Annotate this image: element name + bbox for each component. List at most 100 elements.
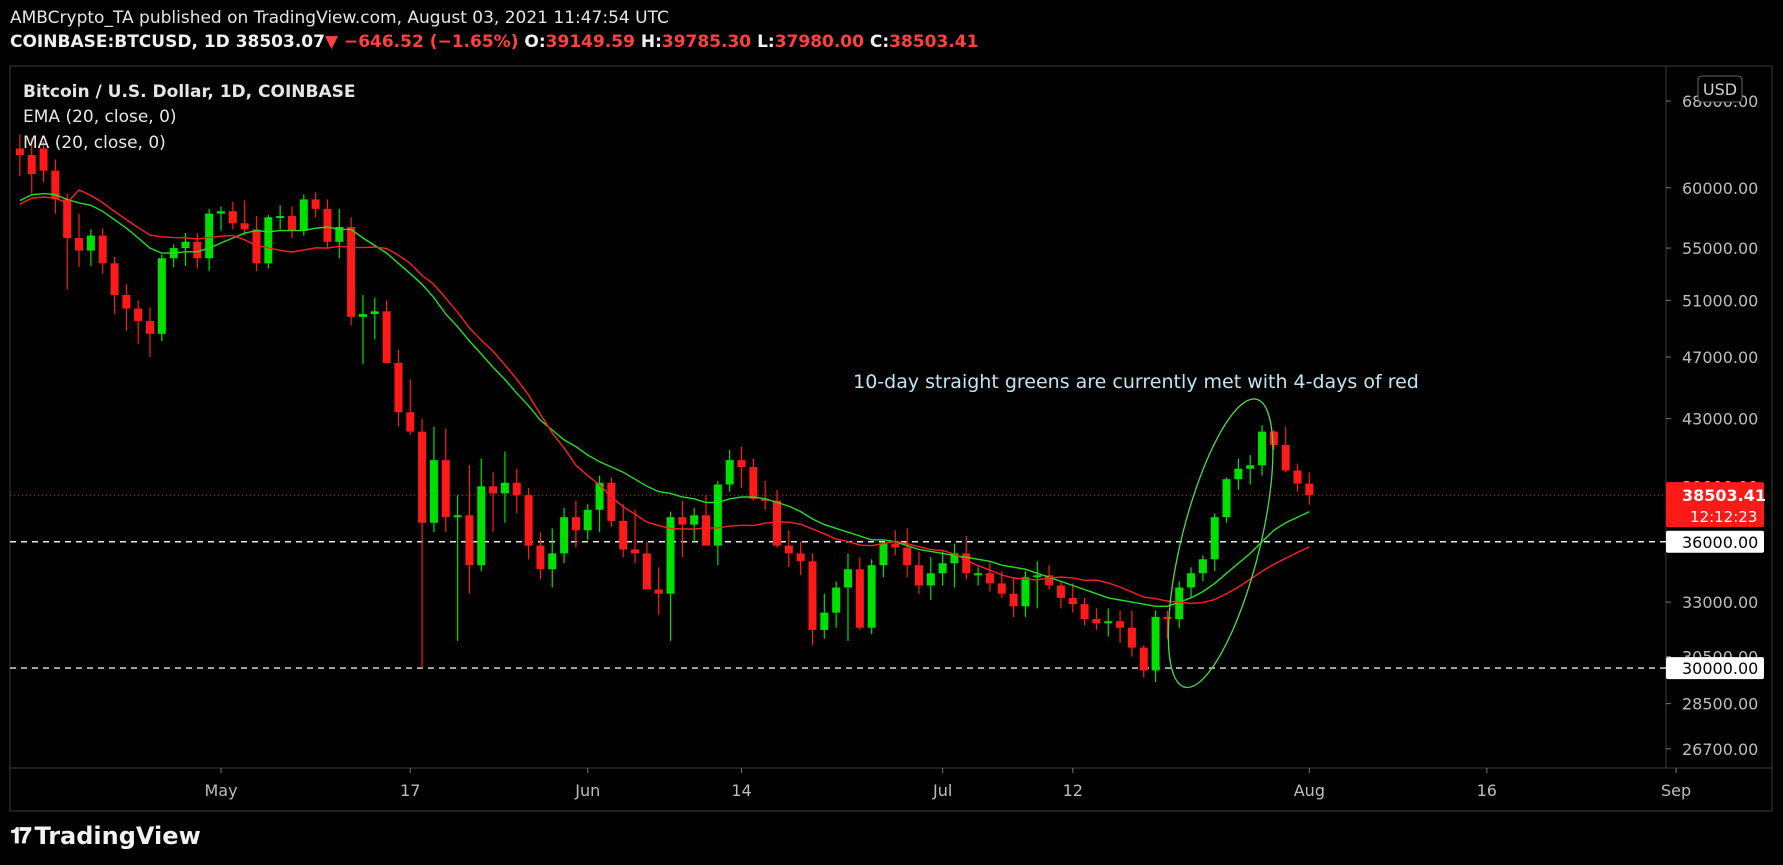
symbol[interactable]: COINBASE:BTCUSD, 1D bbox=[10, 32, 230, 52]
candle-body bbox=[784, 545, 793, 554]
high-value: 39785.30 bbox=[661, 32, 752, 52]
candle-body bbox=[15, 148, 24, 156]
candle-body bbox=[631, 549, 640, 554]
tradingview-logo[interactable]: 𝟏𝟕 TradingView bbox=[10, 822, 201, 850]
candle-body bbox=[571, 517, 580, 531]
candle-body bbox=[926, 573, 935, 586]
candle-body bbox=[134, 308, 143, 322]
x-tick-label: Sep bbox=[1661, 781, 1691, 800]
candle-body bbox=[654, 589, 663, 594]
candle-body bbox=[335, 226, 344, 242]
candle-body bbox=[240, 223, 249, 230]
candle-body bbox=[595, 482, 604, 510]
legend-title: Bitcoin / U.S. Dollar, 1D, COINBASE bbox=[23, 82, 355, 102]
legend-ema[interactable]: EMA (20, close, 0) bbox=[23, 107, 177, 127]
annotation-text: 10-day straight greens are currently met… bbox=[853, 371, 1419, 393]
y-tick-label: 28500.00 bbox=[1682, 695, 1758, 714]
candle-body bbox=[1151, 616, 1160, 671]
publish-info: AMBCrypto_TA published on TradingView.co… bbox=[10, 8, 669, 28]
candle-body bbox=[217, 211, 225, 214]
candle-body bbox=[500, 482, 509, 494]
candle-body bbox=[1281, 444, 1290, 471]
time-axis[interactable]: May 17 Jun 14 Jul 12 Aug 16 Sep bbox=[204, 768, 1691, 800]
candle-body bbox=[1210, 517, 1219, 560]
candle-body bbox=[370, 311, 379, 315]
low-value: 37980.00 bbox=[774, 32, 864, 52]
candle-body bbox=[808, 561, 817, 630]
candle-body bbox=[1045, 575, 1054, 586]
x-tick-label: 17 bbox=[400, 781, 420, 800]
candle-body bbox=[619, 520, 628, 550]
candle-body bbox=[1258, 431, 1267, 466]
chart-legend: Bitcoin / U.S. Dollar, 1D, COINBASE EMA … bbox=[23, 82, 355, 153]
annotations: 10-day straight greens are currently met… bbox=[853, 371, 1419, 689]
x-tick-label: 14 bbox=[731, 781, 751, 800]
y-tick-label: 43000.00 bbox=[1682, 410, 1758, 429]
candle-body bbox=[264, 217, 273, 264]
down-arrow-icon: ▼ bbox=[324, 32, 339, 52]
candle-body bbox=[1187, 573, 1196, 588]
currency-badge bbox=[1697, 75, 1743, 103]
candle-body bbox=[713, 484, 722, 546]
x-tick-label: Jul bbox=[932, 781, 952, 800]
high-label: H: bbox=[640, 32, 662, 52]
candle-body bbox=[489, 486, 498, 494]
x-tick-label: Aug bbox=[1294, 781, 1325, 800]
level-label-box bbox=[1666, 530, 1764, 553]
candle-body bbox=[891, 543, 900, 548]
x-tick-label: 12 bbox=[1063, 781, 1083, 800]
candle-body bbox=[1056, 585, 1065, 598]
candle-body bbox=[86, 235, 95, 251]
candle-body bbox=[1163, 616, 1172, 620]
candle-body bbox=[453, 515, 462, 518]
candle-body bbox=[524, 495, 533, 546]
legend-ma[interactable]: MA (20, close, 0) bbox=[23, 133, 166, 153]
candle-body bbox=[879, 543, 888, 566]
candle-body bbox=[75, 238, 84, 251]
candle-body bbox=[63, 199, 72, 239]
candle-body bbox=[796, 553, 805, 562]
candle-body bbox=[27, 155, 36, 175]
candle-body bbox=[1068, 597, 1077, 605]
candle-body bbox=[725, 460, 734, 485]
candle-body bbox=[98, 235, 107, 264]
candle-body bbox=[299, 199, 308, 231]
candle-body bbox=[702, 515, 711, 546]
y-tick-label: 55000.00 bbox=[1682, 239, 1758, 258]
ema-line bbox=[19, 192, 1310, 607]
candle-body bbox=[512, 482, 521, 496]
candle-body bbox=[843, 569, 852, 588]
candle-body bbox=[749, 467, 758, 499]
candle-body bbox=[1234, 468, 1243, 480]
candle-body bbox=[323, 208, 332, 242]
open-value: 39149.59 bbox=[545, 32, 635, 52]
candle-body bbox=[536, 545, 545, 570]
candle-body bbox=[548, 553, 557, 570]
chart-frame bbox=[9, 65, 1773, 812]
candle-body bbox=[1293, 470, 1302, 484]
candle-body bbox=[287, 216, 296, 231]
candle-body bbox=[51, 170, 60, 200]
candle-body bbox=[1198, 559, 1207, 574]
currency-label: USD bbox=[1703, 80, 1737, 99]
candle-body bbox=[39, 148, 48, 171]
horizontal-levels bbox=[10, 494, 1666, 669]
candle-body bbox=[418, 431, 427, 523]
candle-body bbox=[962, 553, 971, 574]
open-label: O: bbox=[524, 32, 546, 52]
highlight-ellipse bbox=[1167, 398, 1274, 689]
candle-body bbox=[252, 229, 261, 264]
y-tick-label: 47000.00 bbox=[1682, 348, 1758, 367]
candle-body bbox=[406, 412, 415, 432]
candle-body bbox=[914, 565, 923, 586]
candle-body bbox=[855, 569, 864, 628]
candle-body bbox=[560, 517, 569, 554]
candle-body bbox=[181, 241, 190, 249]
price-axis[interactable]: 68000.0060000.0055000.0051000.0047000.00… bbox=[1666, 75, 1766, 759]
x-tick-label: 16 bbox=[1477, 781, 1497, 800]
last-price: 38503.07 bbox=[235, 32, 325, 52]
candle-body bbox=[761, 498, 770, 501]
candle-body bbox=[157, 258, 166, 334]
candle-body bbox=[276, 216, 285, 219]
